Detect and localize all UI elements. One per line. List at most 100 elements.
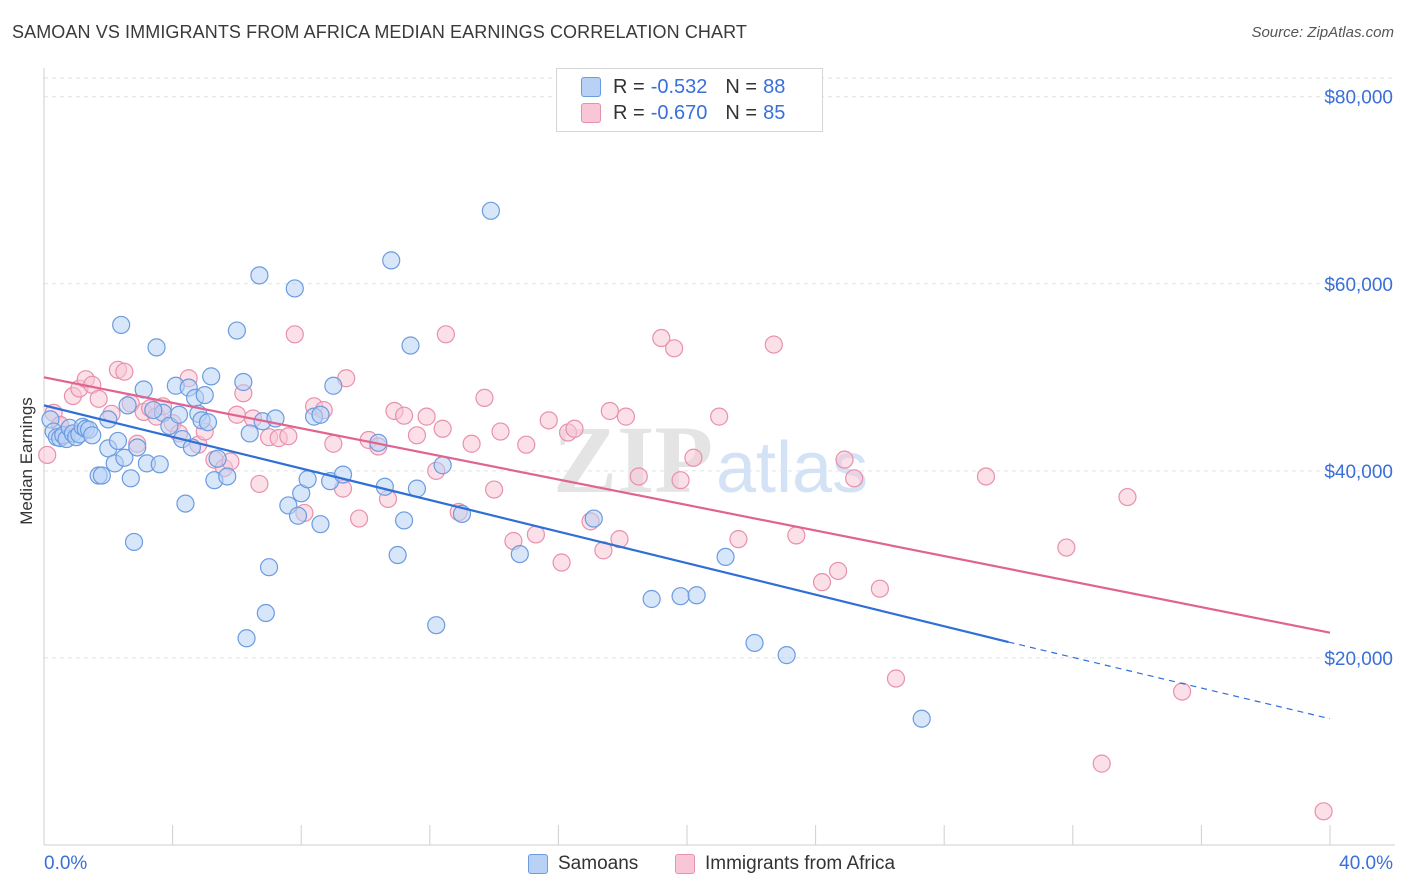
point-africa [616,407,636,426]
point-africa [436,325,455,344]
point-africa [1173,682,1192,701]
point-samoans [108,431,128,451]
point-africa [671,471,690,490]
point-africa [1092,754,1111,773]
legend-swatch-pink [581,103,601,123]
bottom-legend-swatch-pink [675,854,695,874]
point-samoans [124,532,144,552]
point-africa [729,530,748,549]
point-samoans [716,547,735,567]
point-africa [115,362,134,381]
point-samoans [324,376,343,395]
bottom-legend-swatch-blue [528,854,548,874]
point-samoans [311,405,330,424]
point-africa [324,434,343,453]
legend-r-value: -0.532 [650,75,708,98]
point-samoans [584,509,603,528]
legend-n-label: N = [725,75,758,98]
point-africa [976,467,996,486]
point-samoans [121,469,140,488]
point-samoans [250,266,269,285]
correlation-legend: R = -0.532 N = 88 R = -0.670 N = 85 [556,68,823,132]
point-africa [812,573,832,592]
point-africa [475,388,494,407]
point-samoans [394,511,414,530]
point-africa [394,406,414,425]
legend-n-value: 88 [763,75,786,98]
point-africa [829,561,848,581]
point-samoans [237,629,256,648]
point-samoans [288,506,308,525]
point-africa [539,411,558,430]
point-samoans [92,466,111,485]
point-africa [764,335,783,354]
trend-line-samoans [43,404,1009,644]
legend-r-label: R = [613,101,645,124]
point-samoans [298,470,317,489]
point-samoans [311,515,330,534]
watermark: ZIP atlas [553,406,868,513]
y-tick-label: $20,000 [1324,649,1393,670]
point-samoans [115,448,134,467]
point-africa [517,435,536,454]
x-tick-label: 0.0% [44,853,87,874]
point-africa [285,325,304,344]
y-tick-label: $40,000 [1324,462,1393,483]
y-axis-label: Median Earnings [17,397,36,525]
point-africa [886,669,906,688]
legend-n-value: 85 [763,101,786,124]
point-africa [407,426,427,445]
point-africa [349,509,369,528]
point-africa [710,407,729,426]
point-africa [835,450,854,469]
trend-line-samoans-extension [1008,641,1331,720]
point-africa [629,467,648,486]
series-africa-points [38,325,1333,821]
point-samoans [510,545,529,564]
point-samoans [198,413,218,432]
point-samoans [240,424,259,443]
point-samoans [112,315,131,335]
point-samoans [912,709,931,728]
point-africa [1118,487,1137,507]
point-africa [600,401,619,421]
trend-lines [43,376,1331,720]
point-africa [89,389,108,408]
bottom-legend-samoans: Samoans [528,851,638,877]
point-samoans [687,586,706,605]
point-samoans [745,633,764,653]
point-africa [250,474,269,494]
point-africa [485,480,504,499]
source-label: Source: ZipAtlas.com [1251,24,1394,41]
trend-line-africa [43,376,1331,634]
legend-swatch-blue [581,77,601,97]
point-samoans [147,338,166,357]
point-samoans [195,385,214,405]
point-africa [38,445,57,465]
legend-row-samoans: R = -0.532 N = 88 [581,74,785,100]
point-africa [279,427,298,446]
point-samoans [259,558,279,577]
legend-r-label: R = [613,75,645,98]
point-africa [417,407,436,426]
point-samoans [227,321,246,340]
point-samoans [150,455,169,474]
point-samoans [202,367,221,386]
point-africa [870,579,890,598]
point-samoans [208,449,227,468]
point-samoans [481,201,500,220]
bottom-legend-label-africa: Immigrants from Africa [705,853,896,874]
point-samoans [671,587,690,606]
bottom-legend-africa: Immigrants from Africa [675,851,895,877]
point-samoans [777,646,796,665]
point-samoans [427,616,446,635]
point-africa [845,469,864,488]
legend-r-value: -0.670 [650,101,708,124]
point-africa [1314,802,1333,821]
point-samoans [256,603,275,623]
point-samoans [382,251,401,270]
point-africa [1057,538,1076,557]
point-samoans [83,426,102,445]
point-samoans [388,545,407,565]
